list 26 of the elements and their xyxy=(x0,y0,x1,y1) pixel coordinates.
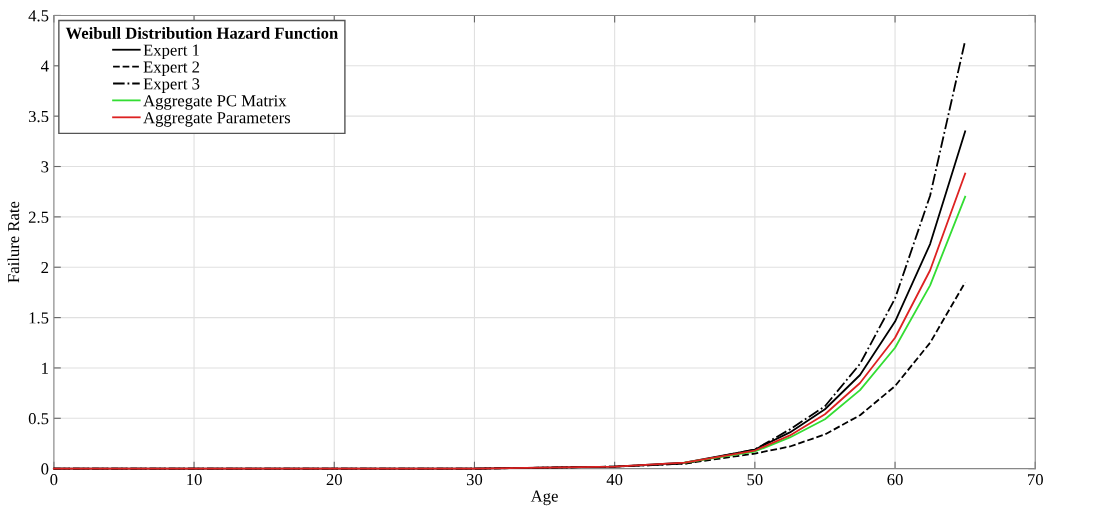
y-tick-label: 3 xyxy=(41,161,49,173)
y-tick-label: 0 xyxy=(41,463,49,475)
y-axis-title: Failure Rate xyxy=(7,201,20,283)
x-tick-label: 30 xyxy=(466,473,483,486)
x-tick-label: 40 xyxy=(606,473,623,486)
legend-title: Weibull Distribution Hazard Function xyxy=(65,27,338,39)
y-tick-label: 4.5 xyxy=(28,10,49,22)
y-tick-label: 4 xyxy=(40,60,49,72)
legend-label: Aggregate PC Matrix xyxy=(143,95,287,110)
y-tick-label: 1.5 xyxy=(29,312,49,324)
legend-label: Aggregate Parameters xyxy=(143,112,291,127)
y-tick-label: 0.5 xyxy=(28,412,49,425)
x-tick-label: 0 xyxy=(50,473,58,486)
legend-label: Expert 1 xyxy=(143,44,199,60)
x-tick-label: 70 xyxy=(1028,473,1043,486)
x-tick-label: 20 xyxy=(326,473,342,486)
x-tick-label: 60 xyxy=(887,473,903,486)
x-axis-title: Age xyxy=(530,490,558,506)
y-tick-label: 1 xyxy=(42,362,48,374)
legend-label: Expert 2 xyxy=(143,61,200,76)
x-tick-label: 50 xyxy=(747,473,763,486)
legend-label: Expert 3 xyxy=(143,78,200,93)
y-tick-label: 2 xyxy=(41,261,49,274)
x-tick-label: 10 xyxy=(187,473,202,486)
y-tick-label: 2.5 xyxy=(28,211,49,223)
y-tick-label: 3.5 xyxy=(28,110,49,123)
